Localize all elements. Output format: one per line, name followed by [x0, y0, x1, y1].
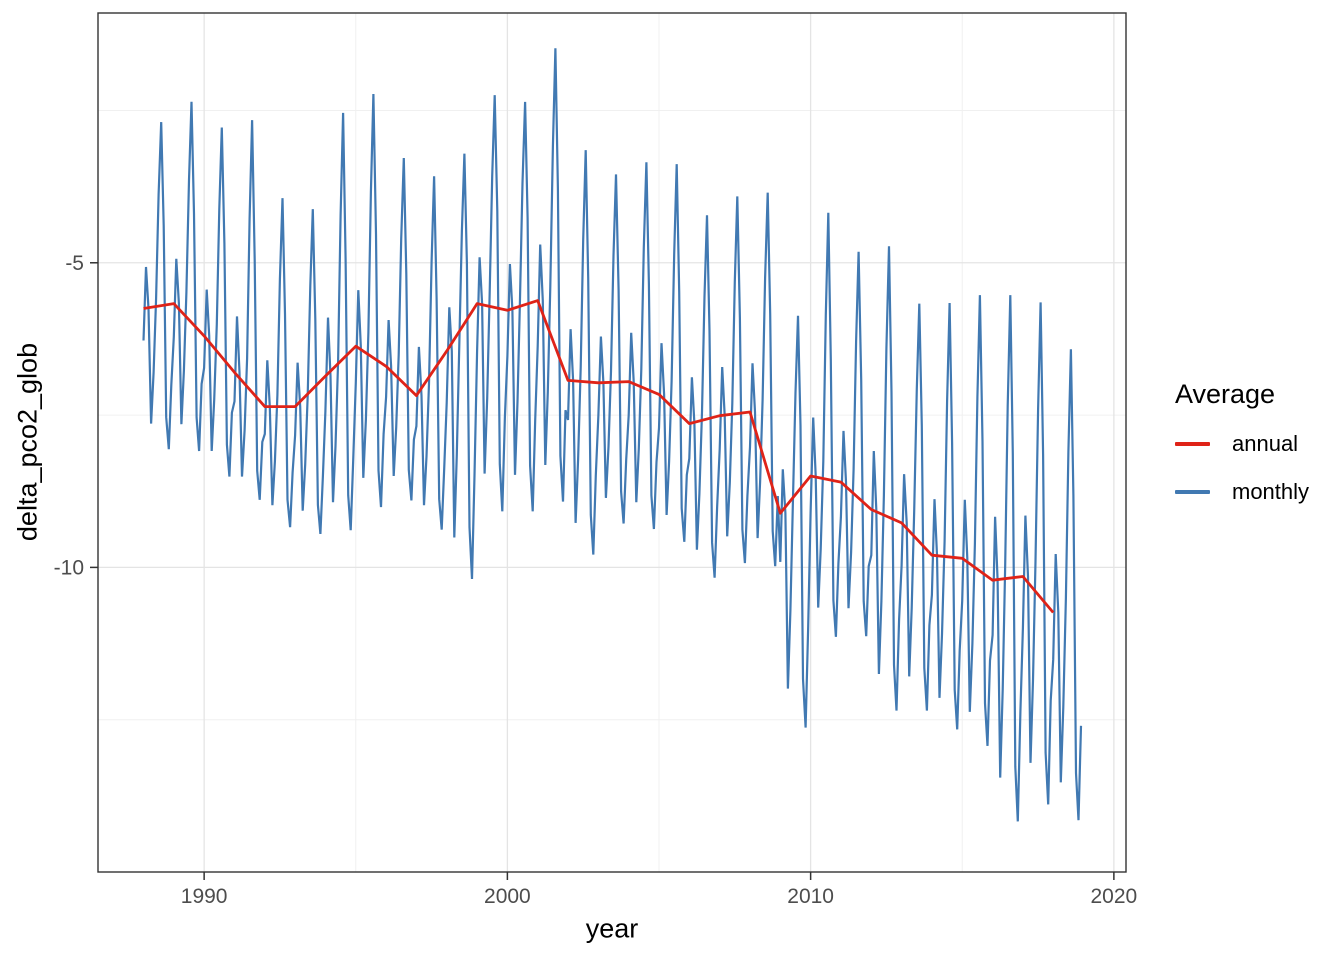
- legend-item-monthly: monthly: [1175, 479, 1310, 504]
- x-axis-title: year: [585, 913, 639, 944]
- axis-tick-marks: [90, 262, 1115, 880]
- monthly-series-line: [142, 48, 1083, 822]
- y-tick-label: -10: [54, 556, 84, 579]
- x-tick-label: 2000: [484, 885, 531, 908]
- x-tick-label: 2020: [1091, 885, 1138, 908]
- panel-background: [98, 13, 1126, 872]
- x-tick-label: 1990: [181, 885, 228, 908]
- legend-item-annual: annual: [1175, 431, 1309, 456]
- monthly-line-key-icon: [1175, 490, 1210, 494]
- legend-title: Average: [1175, 379, 1276, 409]
- axis-tick-labels: 1990 2000 2010 2020 -5 -10: [54, 252, 1138, 908]
- x-tick-label: 2010: [787, 885, 834, 908]
- legend-label-annual: annual: [1232, 431, 1299, 456]
- panel-border: [97, 12, 1127, 873]
- annual-series-line: [143, 299, 1055, 614]
- y-tick-label: -5: [65, 252, 84, 275]
- data-series-layer: [142, 48, 1083, 822]
- gridlines-major: [98, 13, 1126, 872]
- annual-line-key-icon: [1175, 442, 1210, 446]
- y-axis-title: delta_pco2_glob: [12, 342, 43, 542]
- legend-label-monthly: monthly: [1232, 479, 1310, 504]
- legend: Average annual monthly: [1175, 379, 1309, 528]
